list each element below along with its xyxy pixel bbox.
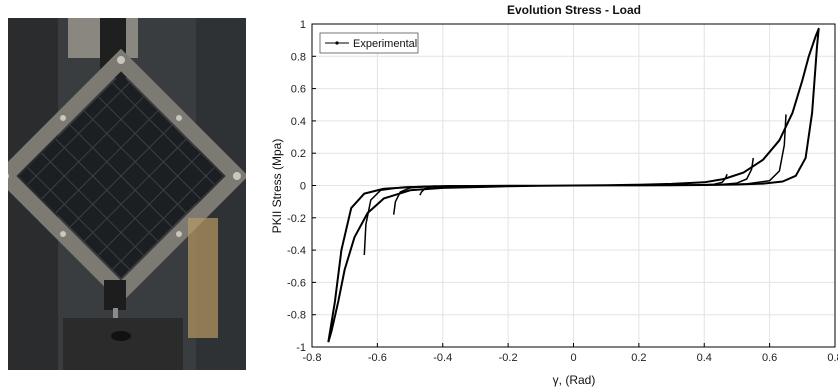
- y-tick-label: -0.4: [287, 245, 306, 257]
- x-axis-label: γ, (Rad): [553, 373, 596, 387]
- unload-branch-line: [714, 114, 787, 186]
- x-tick-label: 0.2: [631, 352, 646, 364]
- stress-load-chart: Evolution Stress - Load -0.8 -0.6 -0.4 -0.2…: [270, 3, 838, 387]
- y-tick-label: 0.6: [291, 84, 306, 96]
- y-tick-label: -1: [296, 342, 306, 354]
- x-tick-label: 0.6: [762, 352, 777, 364]
- series-group: [327, 27, 820, 343]
- y-tick-labels: -1 -0.8 -0.6 -0.4 -0.2 0 0.2 0.4 0.6 0.8 1: [287, 19, 306, 354]
- x-tick-labels: -0.8 -0.6 -0.4 -0.2 0 0.2 0.4 0.6 0.8: [303, 352, 838, 364]
- x-tick-label: -0.4: [433, 352, 452, 364]
- chart-title: Evolution Stress - Load: [507, 3, 641, 17]
- x-tick-label: 0.4: [697, 352, 712, 364]
- plot-frame: [311, 23, 836, 348]
- x-tick-label: -0.2: [499, 352, 518, 364]
- y-tick-label: -0.2: [287, 213, 306, 225]
- x-tick-label: -0.6: [368, 352, 387, 364]
- y-tick-label: 0: [300, 181, 306, 193]
- legend-marker: [335, 41, 339, 45]
- y-tick-label: 0.2: [291, 148, 306, 160]
- legend-box: [319, 32, 419, 54]
- unload-branch-line: [691, 157, 755, 186]
- y-tick-label: 1: [300, 19, 306, 31]
- unload-branch-line: [363, 185, 437, 255]
- y-tick-label: 0.4: [291, 116, 306, 128]
- y-axis-label: PKII Stress (Mpa): [270, 139, 284, 234]
- y-tick-label: -0.6: [287, 277, 306, 289]
- legend-label-experimental: Experimental: [353, 38, 417, 50]
- legend: Experimental: [319, 32, 419, 54]
- series-experimental-line: [327, 27, 820, 343]
- x-tick-label: 0: [570, 352, 576, 364]
- x-tick-label: 0.8: [827, 352, 838, 364]
- x-tick-label: -0.8: [303, 352, 322, 364]
- y-tick-label: -0.8: [287, 310, 306, 322]
- y-tick-label: 0.8: [291, 51, 306, 63]
- shear-test-photo: [8, 18, 246, 370]
